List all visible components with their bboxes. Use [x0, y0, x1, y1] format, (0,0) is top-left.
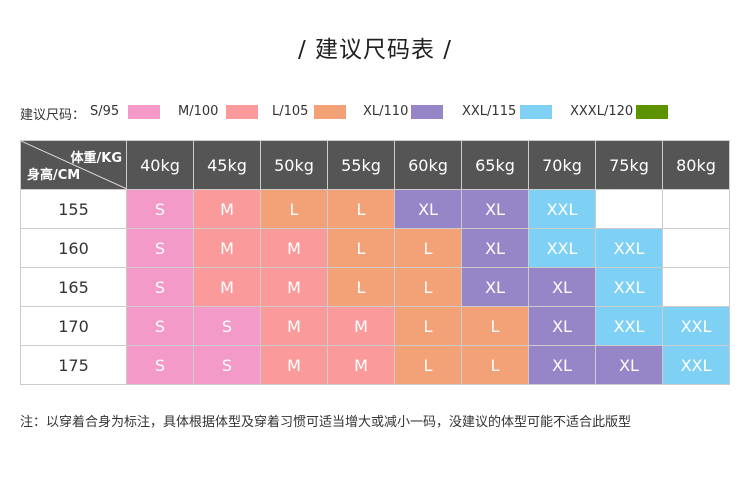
empty-cell — [662, 189, 730, 229]
size-cell: XL — [461, 228, 529, 268]
legend-swatch-l — [314, 105, 346, 119]
size-cell: M — [327, 345, 395, 385]
table-row: 165 S M M L L XL XL XXL — [20, 267, 730, 307]
size-cell: XXL — [595, 306, 663, 346]
size-cell: S — [126, 267, 194, 307]
weight-header: 75kg — [595, 140, 663, 190]
table-row: 170 S S M M L L XL XXL XXL — [20, 306, 730, 346]
height-cell: 170 — [20, 306, 127, 346]
size-cell: M — [193, 267, 261, 307]
weight-header: 40kg — [126, 140, 194, 190]
size-cell: XXL — [595, 228, 663, 268]
size-cell: XL — [394, 189, 462, 229]
size-cell: M — [260, 228, 328, 268]
legend-swatch-xl — [411, 105, 443, 119]
size-cell: XL — [528, 345, 596, 385]
page-title: / 建议尺码表 / — [297, 37, 453, 63]
size-cell: L — [461, 306, 529, 346]
size-cell: XL — [595, 345, 663, 385]
legend-label-xl: XL/110 — [363, 104, 409, 119]
size-cell: L — [327, 189, 395, 229]
height-cell: 155 — [20, 189, 127, 229]
height-axis-label: 身高/CM — [27, 168, 81, 183]
size-cell: XL — [461, 267, 529, 307]
size-cell: L — [394, 345, 462, 385]
size-cell: S — [126, 345, 194, 385]
size-cell: M — [193, 228, 261, 268]
weight-axis-label: 体重/KG — [70, 151, 123, 166]
weight-header: 50kg — [260, 140, 328, 190]
legend-title: 建议尺码： — [20, 108, 86, 123]
size-cell: M — [260, 306, 328, 346]
size-cell: M — [193, 189, 261, 229]
weight-header: 80kg — [662, 140, 730, 190]
weight-header: 45kg — [193, 140, 261, 190]
size-cell: S — [126, 189, 194, 229]
weight-header: 65kg — [461, 140, 529, 190]
legend-swatch-m — [226, 105, 258, 119]
size-legend: 建议尺码： S/95 M/100 L/105 XL/110 XXL/115 XX… — [20, 103, 740, 123]
size-cell: L — [327, 228, 395, 268]
size-cell: XL — [528, 306, 596, 346]
legend-label-s: S/95 — [90, 104, 120, 119]
size-cell: XXL — [528, 228, 596, 268]
size-cell: XXL — [528, 189, 596, 229]
size-cell: S — [126, 306, 194, 346]
empty-cell — [662, 228, 730, 268]
diagonal-divider — [21, 141, 126, 189]
legend-label-l: L/105 — [272, 104, 309, 119]
table-row: 155 S M L L XL XL XXL — [20, 189, 730, 229]
size-cell: L — [394, 228, 462, 268]
size-cell: XL — [461, 189, 529, 229]
size-cell: M — [327, 306, 395, 346]
legend-label-xxxl: XXXL/120 — [570, 104, 634, 119]
weight-header: 60kg — [394, 140, 462, 190]
size-cell: L — [394, 306, 462, 346]
legend-swatch-xxxl — [636, 105, 668, 119]
size-cell: M — [260, 267, 328, 307]
height-cell: 165 — [20, 267, 127, 307]
size-cell: L — [327, 267, 395, 307]
size-cell: L — [461, 345, 529, 385]
size-cell: S — [126, 228, 194, 268]
corner-cell: 体重/KG 身高/CM — [20, 140, 127, 190]
height-cell: 175 — [20, 345, 127, 385]
size-cell: S — [193, 306, 261, 346]
size-cell: XXL — [662, 306, 730, 346]
size-cell: XL — [528, 267, 596, 307]
table-row: 160 S M M L L XL XXL XXL — [20, 228, 730, 268]
legend-swatch-s — [128, 105, 160, 119]
footnote: 注：以穿着合身为标注，具体根据体型及穿着习惯可适当增大或减小一码，没建议的体型可… — [20, 415, 632, 430]
empty-cell — [595, 189, 663, 229]
table-row: 175 S S M M L L XL XL XXL — [20, 345, 730, 385]
legend-swatch-xxl — [520, 105, 552, 119]
legend-label-m: M/100 — [178, 104, 219, 119]
size-chart-table: 体重/KG 身高/CM 40kg 45kg 50kg 55kg 60kg 65k… — [20, 140, 730, 385]
empty-cell — [662, 267, 730, 307]
size-cell: XXL — [595, 267, 663, 307]
weight-header: 70kg — [528, 140, 596, 190]
header-row: 体重/KG 身高/CM 40kg 45kg 50kg 55kg 60kg 65k… — [20, 140, 730, 190]
size-cell: S — [193, 345, 261, 385]
size-cell: L — [394, 267, 462, 307]
height-cell: 160 — [20, 228, 127, 268]
weight-header: 55kg — [327, 140, 395, 190]
size-cell: L — [260, 189, 328, 229]
size-cell: XXL — [662, 345, 730, 385]
size-cell: M — [260, 345, 328, 385]
legend-label-xxl: XXL/115 — [462, 104, 517, 119]
